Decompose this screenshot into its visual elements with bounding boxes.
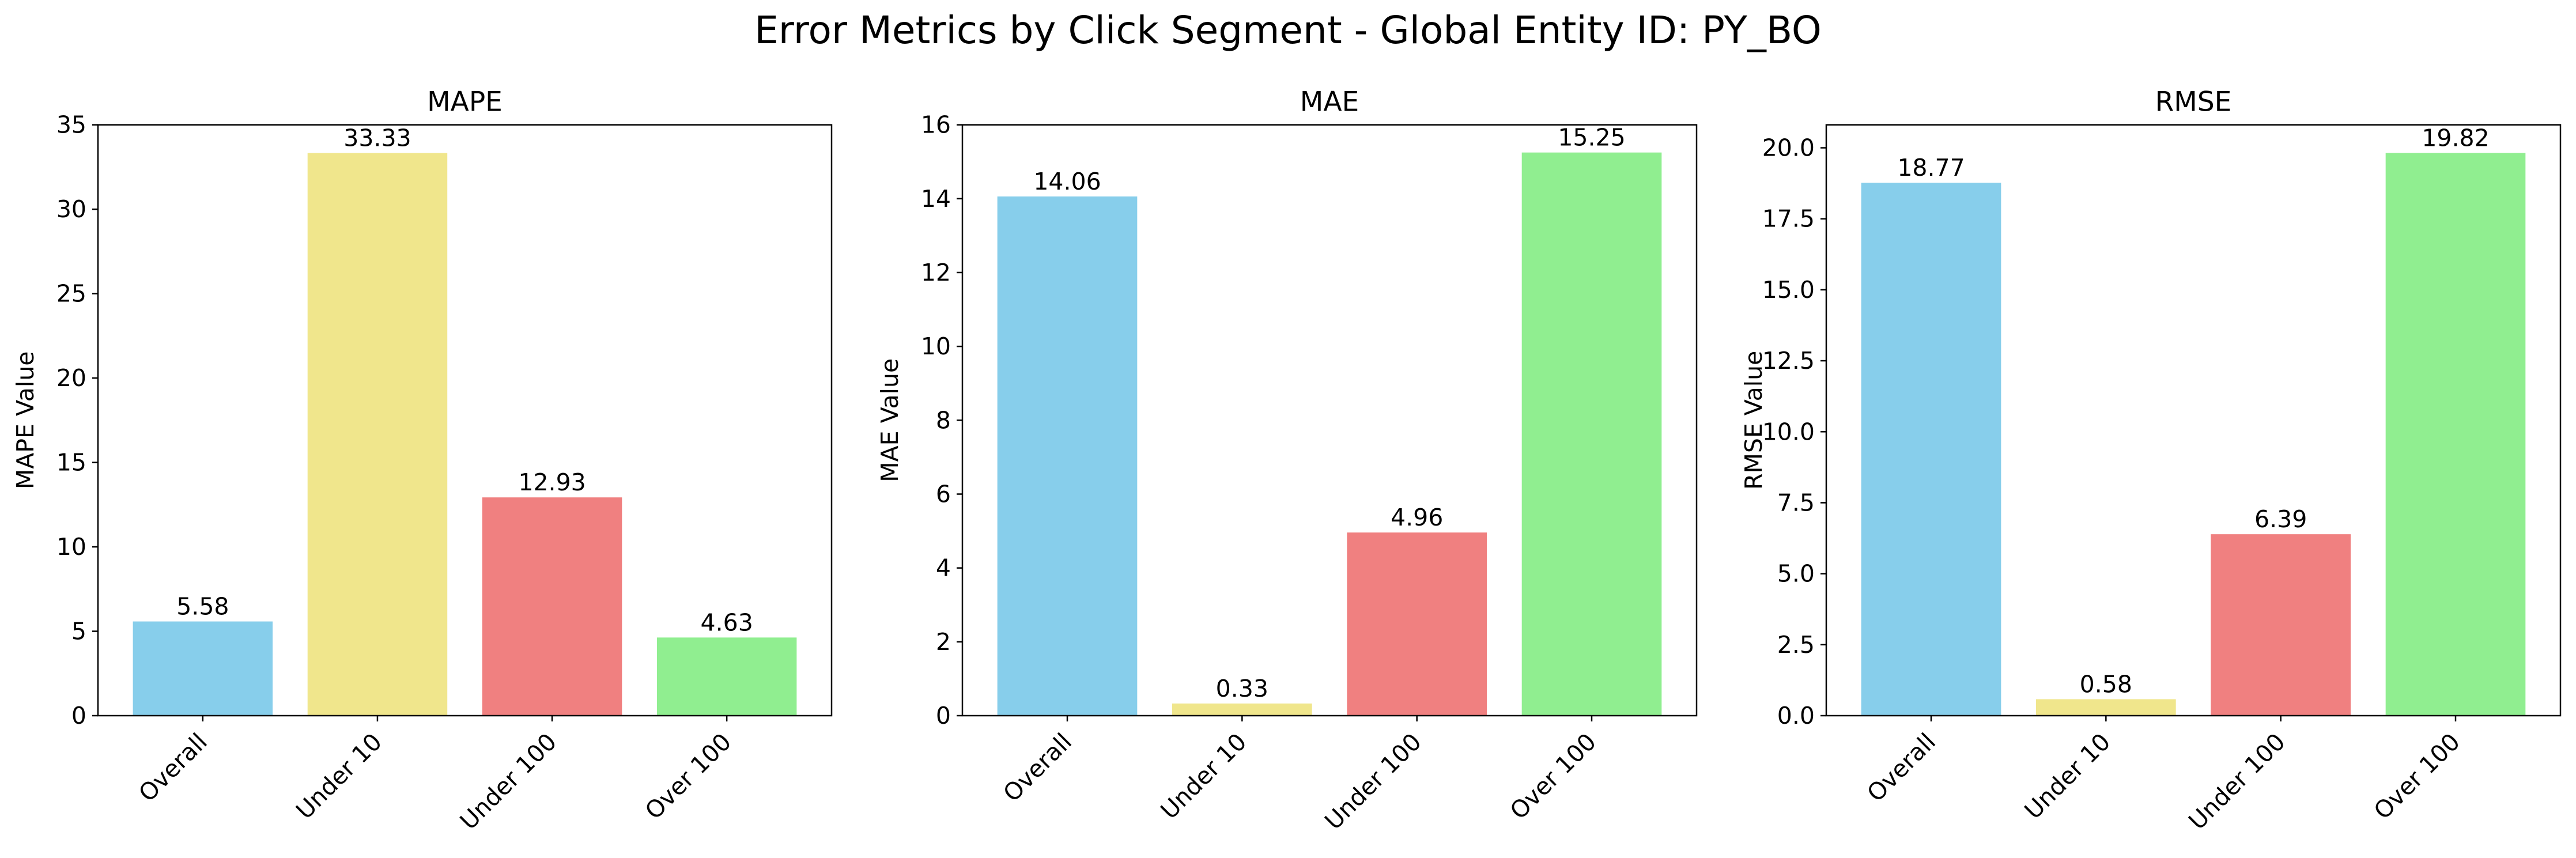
y-tick-label: 7.5 [1777,489,1815,516]
axes-frame [961,124,1698,717]
y-tick-label: 10 [921,332,951,360]
y-tick-label: 0 [936,702,951,730]
bar-value-label: 33.33 [343,124,411,152]
bar-value-label: 14.06 [1033,168,1101,195]
bar-overall [997,196,1138,716]
chart-title: MAE [1300,86,1359,118]
x-tick-label: Over 100 [1505,728,1601,825]
y-tick-label: 25 [56,280,86,308]
y-tick-label: 8 [936,406,951,434]
y-tick-label: 16 [921,111,951,139]
chart-panel-mape: 5.58 Overall 33.33 Under 10 12.93 Under 100 4.… [12,86,833,835]
bar-under-10 [1172,703,1312,716]
x-tick-label: Under 100 [455,728,562,835]
chart-panel-mae: 14.06 Overall 0.33 Under 10 4.96 Under 100 15.… [876,86,1698,835]
y-tick-label: 4 [936,554,951,582]
bar-value-label: 6.39 [2254,505,2307,533]
y-tick-label: 12.5 [1762,347,1815,375]
bar-over-100 [1521,152,1662,716]
y-axis-label: MAE Value [876,358,904,482]
bar-value-label: 5.58 [176,593,229,621]
x-tick-label: Overall [133,728,213,807]
bar-under-10 [307,153,448,716]
axes-frame [97,124,833,717]
y-tick-label: 12 [921,259,951,286]
y-tick-label: 20 [56,364,86,392]
y-tick-label: 35 [56,111,86,139]
x-tick-label: Over 100 [2369,728,2465,825]
bar-value-label: 15.25 [1558,124,1625,152]
bar-value-label: 4.63 [700,608,753,636]
y-tick-label: 0.0 [1777,702,1815,730]
bar-value-label: 12.93 [518,468,586,496]
y-tick-label: 10.0 [1762,418,1815,445]
y-tick-label: 20.0 [1762,134,1815,162]
chart-title: MAPE [427,86,503,118]
x-tick-label: Over 100 [640,728,736,825]
y-tick-label: 2 [936,628,951,656]
y-tick-label: 2.5 [1777,631,1815,659]
bar-value-label: 4.96 [1391,504,1443,531]
y-tick-label: 30 [56,195,86,223]
bar-under-100 [1347,532,1487,716]
y-tick-label: 0 [71,702,86,730]
y-tick-label: 5.0 [1777,560,1815,588]
axes-frame [1825,124,2562,717]
x-tick-label: Under 100 [1319,728,1426,835]
x-tick-label: Under 10 [1155,728,1252,825]
x-tick-label: Under 10 [2019,728,2116,825]
bar-under-100 [2211,534,2351,716]
x-tick-label: Under 100 [2183,728,2290,835]
y-tick-label: 17.5 [1762,205,1815,233]
y-tick-label: 6 [936,480,951,508]
bar-value-label: 0.58 [2080,670,2132,698]
bar-value-label: 18.77 [1897,154,1965,182]
x-tick-label: Overall [998,728,1078,807]
bar-overall [1861,183,2001,716]
x-tick-label: Under 10 [290,728,387,825]
bar-over-100 [2385,153,2526,716]
bar-value-label: 19.82 [2422,124,2489,152]
chart-title: RMSE [2155,86,2232,118]
figure-title: Error Metrics by Click Segment - Global … [754,8,1822,52]
y-axis-label: MAPE Value [12,351,39,489]
chart-panel-rmse: 18.77 Overall 0.58 Under 10 6.39 Under 100 19.… [1740,86,2562,835]
y-tick-label: 14 [921,185,951,213]
y-axis-label: RMSE Value [1740,351,1767,490]
bar-under-100 [482,497,622,716]
y-tick-label: 5 [71,618,86,645]
x-tick-label: Overall [1862,728,1942,807]
bar-overall [133,621,273,716]
y-tick-label: 15.0 [1762,276,1815,304]
bar-over-100 [656,637,797,716]
bar-under-10 [2036,699,2176,716]
bar-value-label: 0.33 [1216,675,1268,702]
y-tick-label: 15 [56,449,86,477]
y-tick-label: 10 [56,533,86,561]
